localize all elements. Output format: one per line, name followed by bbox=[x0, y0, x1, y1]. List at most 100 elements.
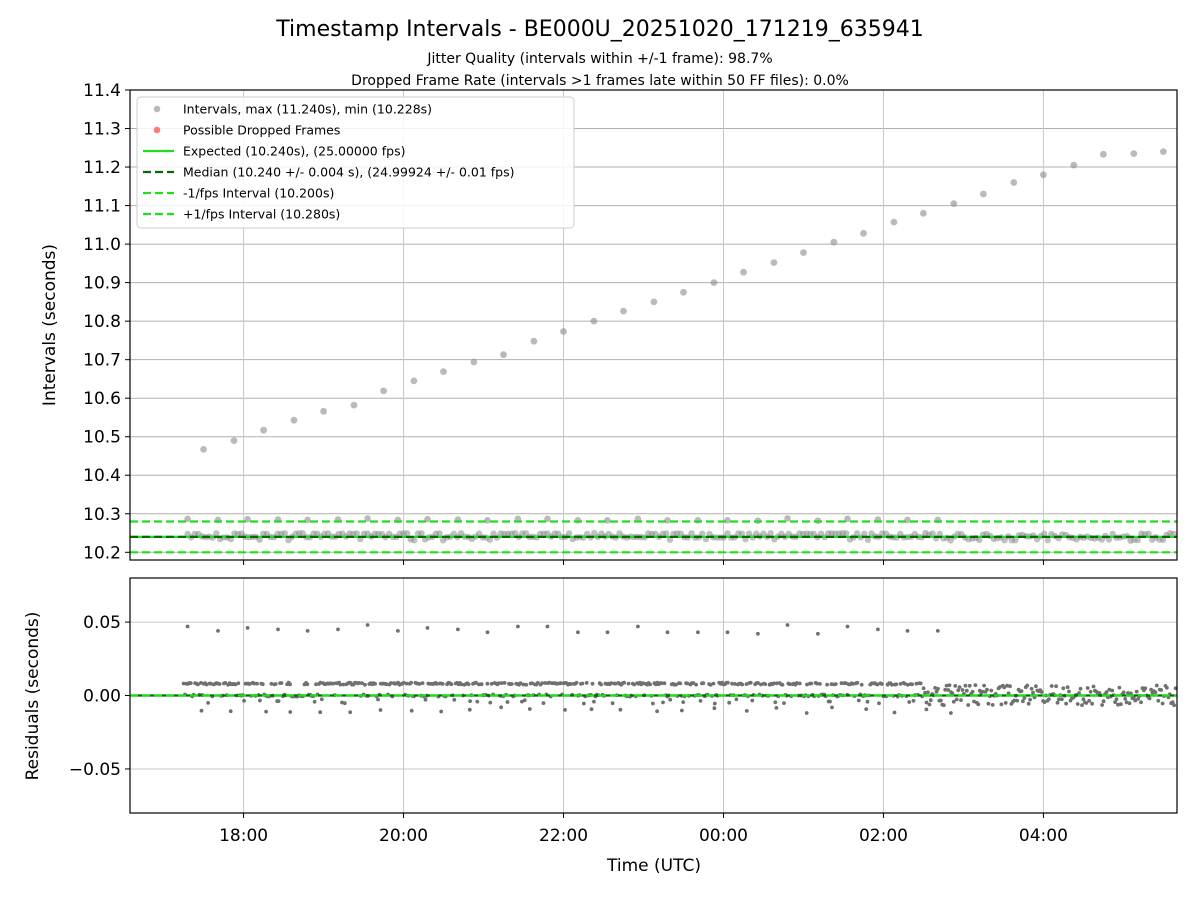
residual-point bbox=[389, 681, 393, 685]
residual-point bbox=[580, 681, 585, 686]
residual-outlier-low bbox=[744, 709, 749, 713]
interval-point-high bbox=[664, 517, 671, 524]
interval-point bbox=[486, 536, 494, 543]
residual-point bbox=[499, 681, 504, 685]
residual-outlier-high bbox=[725, 630, 730, 635]
residual-point bbox=[1006, 691, 1011, 696]
residual-point bbox=[1090, 701, 1094, 706]
intervals-data bbox=[184, 148, 1178, 544]
interval-point bbox=[936, 530, 943, 538]
interval-point bbox=[281, 530, 288, 537]
intervals-y-tick-label: 11.0 bbox=[83, 235, 121, 255]
residual-point bbox=[1134, 689, 1139, 694]
residual-point bbox=[964, 688, 969, 693]
intervals-y-tick-label: 10.9 bbox=[83, 274, 121, 294]
residual-point bbox=[950, 691, 955, 696]
residual-point bbox=[1059, 697, 1064, 702]
residual-outlier-high bbox=[905, 629, 910, 633]
interval-point bbox=[864, 536, 872, 543]
residual-point bbox=[712, 701, 717, 706]
residual-point bbox=[1085, 686, 1090, 690]
residual-point bbox=[1153, 690, 1158, 695]
legend: Intervals, max (11.240s), min (10.228s) … bbox=[136, 96, 575, 229]
interval-point bbox=[213, 530, 220, 537]
residual-outlier-high bbox=[365, 623, 370, 627]
residual-point bbox=[509, 682, 514, 686]
residual-point bbox=[1123, 697, 1128, 701]
intervals-reference-lines bbox=[130, 520, 1177, 554]
x-tick-label: 20:00 bbox=[379, 826, 428, 846]
residual-point bbox=[957, 685, 962, 689]
residual-outlier-high bbox=[425, 626, 430, 630]
residual-point bbox=[1170, 700, 1175, 704]
residual-point bbox=[1088, 689, 1093, 694]
residual-point bbox=[951, 699, 956, 704]
residual-outlier-low bbox=[892, 710, 897, 715]
residual-outlier-low bbox=[199, 708, 204, 713]
residual-point bbox=[357, 681, 362, 685]
residual-point bbox=[941, 703, 946, 708]
residual-point bbox=[1129, 691, 1133, 696]
residual-point bbox=[865, 699, 870, 704]
residual-point bbox=[701, 681, 706, 686]
interval-point bbox=[666, 536, 674, 543]
residuals-data bbox=[181, 623, 1178, 715]
residual-point bbox=[936, 686, 940, 691]
residual-point bbox=[1021, 699, 1025, 704]
residual-point bbox=[435, 682, 439, 686]
interval-drift-point bbox=[470, 358, 478, 366]
residual-point bbox=[750, 698, 755, 703]
residual-point bbox=[541, 701, 546, 705]
residual-point bbox=[923, 690, 927, 695]
residual-outlier-low bbox=[864, 707, 869, 711]
interval-drift-point bbox=[590, 317, 598, 325]
residual-point bbox=[825, 682, 829, 687]
interval-drift-point bbox=[350, 401, 358, 409]
residual-outlier-low bbox=[499, 705, 503, 710]
residual-outlier-high bbox=[545, 624, 550, 629]
residual-point bbox=[409, 680, 413, 685]
residual-point bbox=[209, 681, 213, 686]
residual-outlier-low bbox=[774, 706, 779, 710]
residual-point bbox=[1160, 701, 1165, 706]
residual-point bbox=[921, 686, 926, 691]
residual-outlier-high bbox=[816, 631, 820, 636]
interval-point bbox=[843, 530, 850, 537]
residual-point bbox=[918, 681, 923, 686]
residual-point bbox=[828, 699, 832, 704]
x-axis-label: Time (UTC) bbox=[606, 856, 701, 876]
interval-point bbox=[767, 530, 774, 537]
residual-point bbox=[782, 701, 786, 705]
residual-point bbox=[661, 700, 665, 705]
residual-point bbox=[196, 682, 200, 687]
residual-outlier-high bbox=[785, 623, 790, 627]
residual-outlier-high bbox=[396, 629, 400, 633]
residual-point bbox=[188, 681, 193, 685]
residual-point bbox=[319, 697, 324, 702]
legend-label-plus-fps: +1/fps Interval (10.280s) bbox=[183, 207, 340, 222]
residual-point bbox=[543, 681, 547, 685]
x-tick-label: 02:00 bbox=[859, 826, 908, 846]
residual-point bbox=[924, 700, 929, 705]
residual-point bbox=[558, 681, 563, 686]
residual-point bbox=[530, 681, 534, 686]
residual-point bbox=[1117, 685, 1122, 690]
residual-outlier-low bbox=[830, 705, 834, 710]
intervals-y-tick-label: 10.3 bbox=[83, 505, 121, 525]
residual-outlier-high bbox=[456, 627, 460, 632]
interval-drift-point bbox=[290, 416, 298, 424]
residual-point bbox=[626, 681, 631, 686]
residual-point bbox=[1078, 686, 1083, 691]
interval-point-high bbox=[724, 517, 731, 524]
residual-point bbox=[1094, 689, 1099, 694]
residual-point bbox=[914, 681, 919, 686]
residual-point bbox=[363, 682, 367, 687]
intervals-y-ticks: 10.2 10.3 10.4 10.5 10.6 10.7 10.8 10.9 11.0 11.1… bbox=[83, 81, 130, 563]
residual-point bbox=[273, 682, 278, 686]
residual-point bbox=[206, 701, 211, 705]
residual-point bbox=[1049, 684, 1054, 688]
residual-point bbox=[911, 698, 916, 703]
residual-outlier-high bbox=[665, 630, 670, 635]
chart-subtitle-jitter: Jitter Quality (intervals within +/-1 fr… bbox=[426, 51, 772, 67]
residual-point bbox=[976, 702, 981, 707]
